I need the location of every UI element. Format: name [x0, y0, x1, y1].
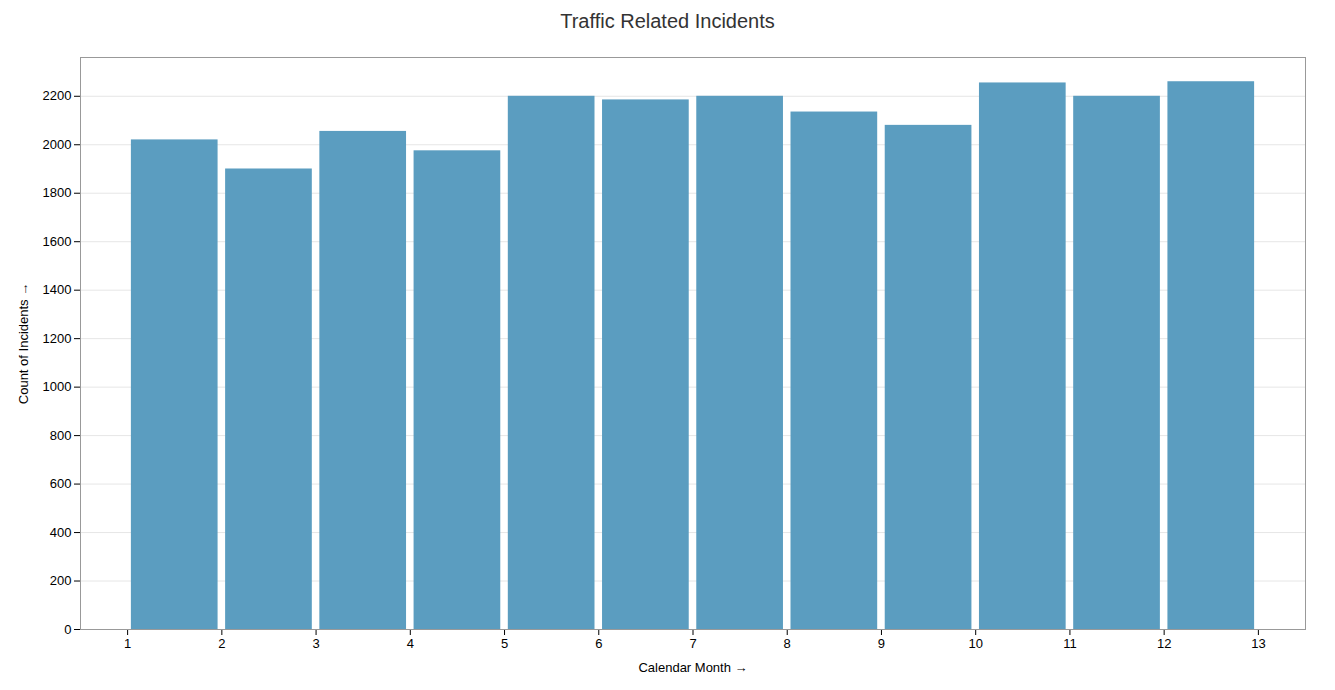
svg-text:600: 600: [50, 476, 72, 491]
svg-text:11: 11: [1063, 636, 1077, 651]
svg-text:1600: 1600: [43, 234, 72, 249]
svg-text:4: 4: [407, 636, 414, 651]
svg-text:1800: 1800: [43, 185, 72, 200]
svg-text:9: 9: [878, 636, 885, 651]
svg-text:2200: 2200: [43, 88, 72, 103]
svg-text:1200: 1200: [43, 331, 72, 346]
svg-text:400: 400: [50, 525, 72, 540]
svg-text:0: 0: [64, 622, 71, 637]
svg-text:1: 1: [124, 636, 131, 651]
svg-text:2: 2: [218, 636, 225, 651]
svg-text:7: 7: [689, 636, 696, 651]
svg-text:3: 3: [312, 636, 319, 651]
svg-text:8: 8: [784, 636, 791, 651]
svg-text:800: 800: [50, 428, 72, 443]
svg-text:6: 6: [595, 636, 602, 651]
svg-text:1400: 1400: [43, 282, 72, 297]
svg-text:12: 12: [1157, 636, 1171, 651]
svg-text:2000: 2000: [43, 137, 72, 152]
svg-text:10: 10: [968, 636, 982, 651]
svg-text:5: 5: [501, 636, 508, 651]
svg-text:Calendar Month →: Calendar Month →: [638, 660, 747, 675]
svg-text:Count of Incidents →: Count of Incidents →: [16, 283, 31, 404]
svg-text:200: 200: [50, 573, 72, 588]
svg-text:13: 13: [1251, 636, 1265, 651]
html-text:Traffic Related Incidents: Traffic Related Incidents: [560, 10, 775, 32]
svg-text:1000: 1000: [43, 379, 72, 394]
